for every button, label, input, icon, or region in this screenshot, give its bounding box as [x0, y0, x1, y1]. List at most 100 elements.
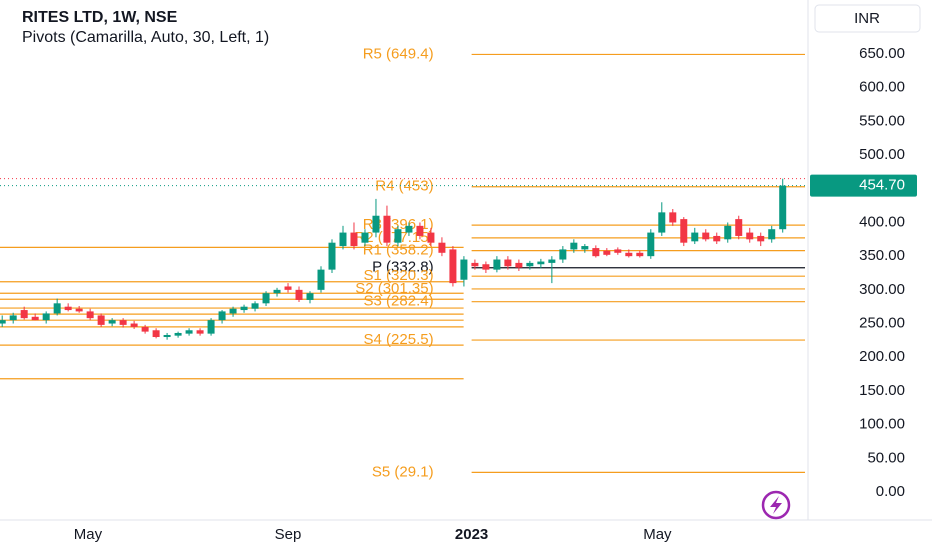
candle-body [207, 320, 215, 334]
currency-label: INR [854, 10, 880, 27]
y-tick-label: 0.00 [876, 483, 905, 500]
chart-title: RITES LTD, 1W, NSE [22, 9, 178, 26]
candle-body [295, 289, 303, 300]
candle-body [174, 332, 182, 336]
candle-body [284, 286, 292, 290]
x-tick-label: May [74, 526, 103, 543]
candle-body [405, 225, 413, 233]
candle-body [779, 185, 787, 230]
candle-body [559, 249, 567, 260]
candle-body [691, 232, 699, 242]
pivot-label: S1 (320.3) [364, 267, 434, 284]
candle-body [163, 334, 171, 338]
candle-body [152, 330, 160, 338]
pivot-label: S2 (301.35) [355, 280, 433, 297]
pivot-label: R5 (649.4) [363, 45, 434, 62]
y-tick-label: 200.00 [859, 348, 905, 365]
candle-body [306, 293, 314, 300]
candle-body [636, 252, 644, 257]
pivot-label: R4 (453) [375, 178, 433, 195]
candle-body [141, 326, 149, 332]
candle-body [680, 219, 688, 243]
candle-body [449, 249, 457, 284]
pivot-label: R3 (396.1) [363, 216, 434, 233]
candle-body [240, 306, 248, 311]
pivot-label: S4 (225.5) [364, 331, 434, 348]
pivot-label: R1 (358.2) [363, 242, 434, 259]
y-tick-label: 400.00 [859, 213, 905, 230]
candle-body [768, 229, 776, 240]
candle-body [625, 252, 633, 257]
candle-body [328, 242, 336, 270]
candle-body [757, 235, 765, 242]
candle-body [119, 320, 127, 325]
candle-body [526, 262, 534, 267]
candle-body [592, 248, 600, 257]
candle-body [196, 330, 204, 334]
candle-body [75, 308, 83, 312]
candle-body [460, 259, 468, 280]
candle-body [570, 242, 578, 250]
candle-body [42, 313, 50, 321]
candle-body [603, 250, 611, 255]
candle-body [218, 311, 226, 321]
candle-body [86, 311, 94, 319]
candle-body [713, 235, 721, 242]
candle-body [185, 330, 193, 334]
candle-body [537, 261, 545, 265]
y-tick-label: 600.00 [859, 79, 905, 96]
candle-body [31, 316, 39, 321]
candle-body [262, 293, 270, 304]
candle-body [735, 219, 743, 236]
candle-body [350, 232, 358, 247]
y-tick-label: 550.00 [859, 112, 905, 129]
x-tick-label: May [643, 526, 672, 543]
candle-body [0, 320, 6, 324]
y-tick-label: 50.00 [867, 449, 905, 466]
candle-body [515, 262, 523, 268]
candle-body [647, 232, 655, 257]
y-tick-label: 150.00 [859, 382, 905, 399]
candle-body [702, 232, 710, 240]
candle-body [482, 264, 490, 270]
candle-body [416, 225, 424, 236]
pivot-label: R2 (377.15) [354, 229, 433, 246]
lightning-icon[interactable] [761, 490, 791, 520]
pivot-label: S5 (29.1) [372, 463, 434, 480]
candle-body [372, 215, 380, 233]
candle-body [493, 259, 501, 270]
x-tick-label: 2023 [455, 526, 488, 543]
candle-body [581, 246, 589, 250]
candle-body [383, 215, 391, 243]
candle-body [548, 259, 556, 263]
candle-body [20, 310, 28, 319]
currency-button[interactable] [814, 4, 921, 33]
last-price-box [810, 174, 917, 197]
y-tick-label: 100.00 [859, 416, 905, 433]
candle-body [471, 262, 479, 267]
candle-body [724, 225, 732, 240]
candle-body [658, 212, 666, 233]
last-price-label: 454.70 [859, 177, 905, 194]
candle-body [229, 308, 237, 314]
candle-body [9, 315, 17, 321]
candle-body [339, 232, 347, 247]
candle-body [427, 232, 435, 243]
indicator-label: Pivots (Camarilla, Auto, 30, Left, 1) [22, 29, 269, 46]
candle-body [746, 232, 754, 240]
candle-body [97, 315, 105, 325]
pivot-label: S3 (282.4) [364, 293, 434, 310]
candle-body [273, 289, 281, 294]
candle-body [53, 303, 61, 314]
candle-body [108, 320, 116, 324]
y-tick-label: 250.00 [859, 315, 905, 332]
pivot-label: P (332.8) [372, 259, 433, 276]
candle-body [251, 303, 259, 309]
candle-body [130, 323, 138, 327]
candle-body [614, 249, 622, 253]
candle-body [317, 269, 325, 290]
y-tick-label: 300.00 [859, 281, 905, 298]
candle-body [64, 306, 72, 311]
y-tick-label: 650.00 [859, 45, 905, 62]
